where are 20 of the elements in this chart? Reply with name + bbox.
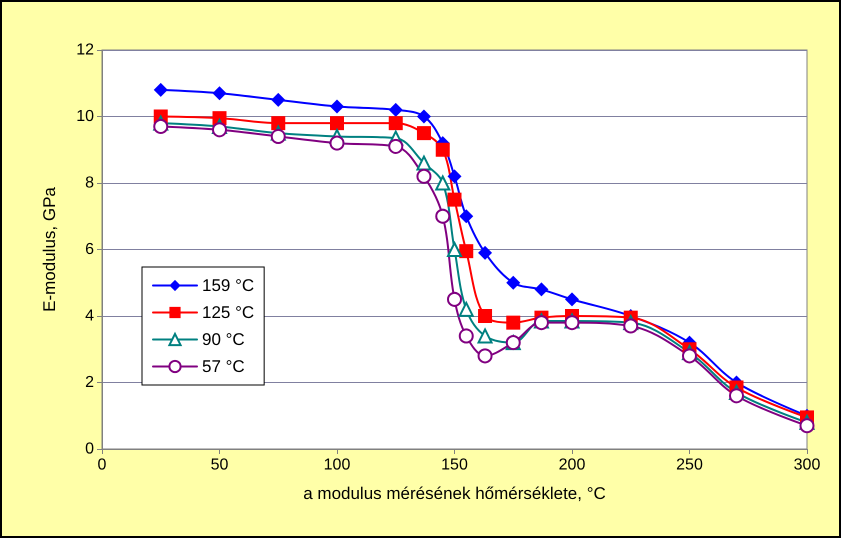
y-tick-label: 12 — [76, 42, 94, 58]
legend-label: 57 °C — [202, 357, 245, 376]
y-tick-label: 6 — [85, 241, 94, 258]
x-tick-label: 250 — [676, 456, 703, 474]
x-tick-label: 100 — [324, 456, 350, 474]
x-tick-label: 150 — [441, 456, 468, 474]
x-tick-label: 200 — [558, 456, 586, 474]
y-tick-label: 4 — [85, 308, 94, 324]
y-tick-label: 0 — [85, 440, 94, 458]
x-tick-label: 300 — [794, 456, 820, 474]
y-tick-label: 10 — [76, 108, 94, 125]
legend-label: 125 °C — [202, 303, 254, 322]
x-tick-label: 50 — [210, 456, 228, 474]
y-tick-label: 8 — [85, 174, 94, 192]
x-axis-title: a modulus mérésének hőmérséklete, °C — [303, 484, 606, 503]
legend-label: 159 °C — [202, 276, 254, 295]
legend-label: 90 °C — [202, 330, 245, 349]
y-tick-label: 2 — [85, 374, 94, 391]
x-tick-label: 0 — [98, 456, 107, 474]
y-axis-title: E-modulus, GPa — [40, 186, 59, 312]
